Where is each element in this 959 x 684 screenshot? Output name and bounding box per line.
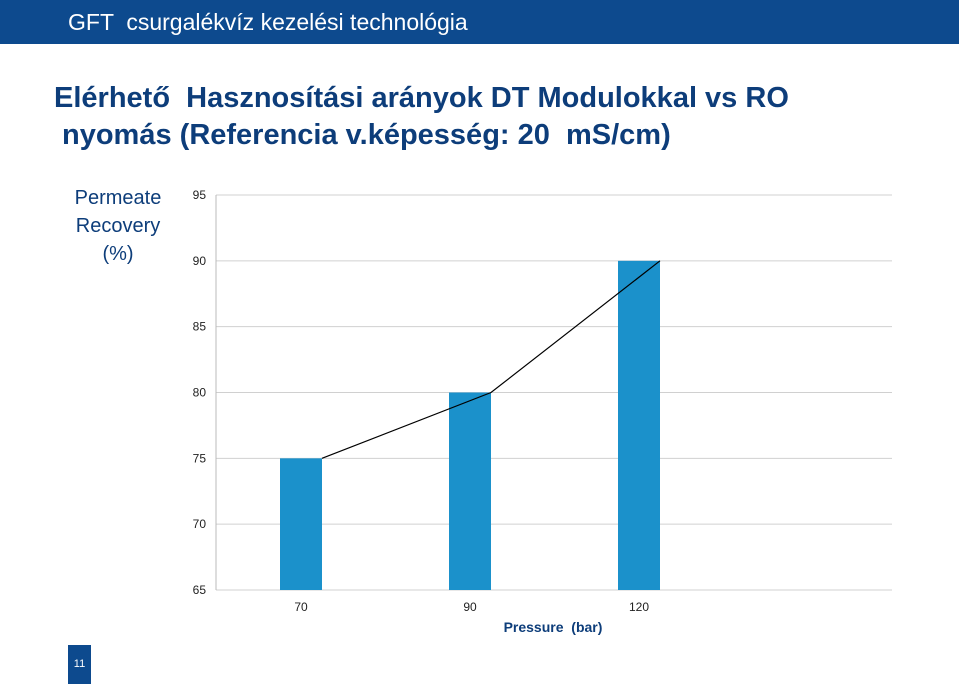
x-tick-label: 120 — [629, 600, 649, 614]
x-tick-label: 90 — [463, 600, 477, 614]
bar — [449, 392, 491, 590]
y-axis-label-line-2: Recovery — [75, 215, 161, 237]
bar — [280, 458, 322, 590]
y-axis-label-line-3: (%) — [102, 243, 134, 265]
y-tick-label: 90 — [193, 254, 207, 268]
y-tick-label: 70 — [193, 517, 207, 531]
x-axis-label: Pressure (bar) — [504, 619, 603, 635]
slide-title-line-1: Elérhető Hasznosítási arányok DT Modulok… — [54, 82, 789, 114]
y-tick-label: 65 — [193, 583, 207, 597]
y-tick-label: 95 — [193, 188, 207, 202]
y-axis-label: Permeate Recovery (%) — [56, 184, 180, 268]
y-tick-label: 85 — [193, 320, 207, 334]
slide-number: 11 — [68, 645, 91, 684]
header-bar — [0, 0, 959, 44]
y-tick-label: 75 — [193, 451, 207, 465]
y-tick-label: 80 — [193, 386, 207, 400]
trend-line — [321, 260, 661, 459]
slide-title-line-2: nyomás (Referencia v.képesség: 20 mS/cm) — [62, 119, 671, 151]
y-axis-label-line-1: Permeate — [74, 187, 162, 209]
header-title: GFT csurgalékvíz kezelési technológia — [68, 9, 468, 35]
x-tick-label: 70 — [294, 600, 308, 614]
bar — [618, 260, 660, 590]
